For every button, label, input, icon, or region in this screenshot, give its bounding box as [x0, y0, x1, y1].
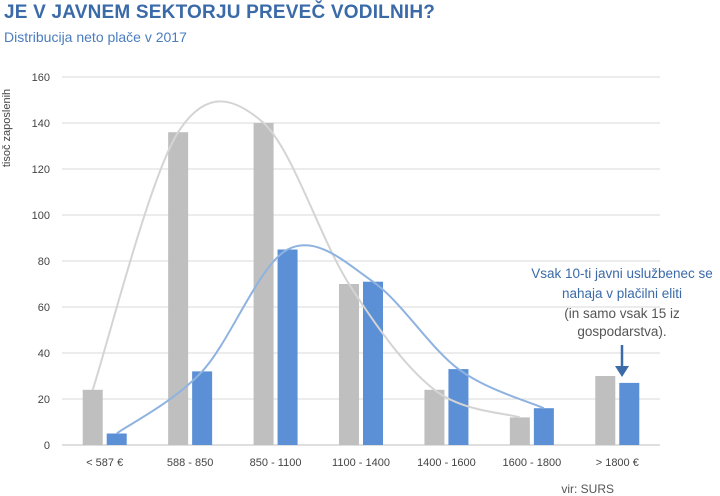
axis-ticks: 0 20 40 60 80 100 120 140 160 < 587 € 588 - 850 850…: [32, 72, 639, 469]
y-tick-label: 160: [32, 72, 50, 84]
trend-curves: [91, 100, 545, 435]
y-tick-label: 120: [32, 164, 50, 176]
bar-grey: [168, 132, 189, 445]
bar-blue: [533, 408, 554, 445]
x-tick-label: 1600 - 1800: [502, 457, 561, 469]
bars: [82, 123, 640, 445]
bar-blue: [106, 433, 127, 445]
bar-grey: [253, 123, 274, 445]
bar-blue: [277, 249, 298, 445]
annotation-line-4: gospodarstva).: [577, 324, 666, 339]
chart-subtitle: Distribucija neto plače v 2017: [4, 29, 187, 45]
y-tick-label: 60: [38, 302, 50, 314]
y-axis-label: tisoč zaposlenih: [1, 89, 13, 167]
bar-grey: [424, 389, 445, 445]
chart-title: JE V JAVNEM SEKTORJU PREVEČ VODILNIH?: [4, 2, 436, 23]
gridlines: [62, 76, 660, 446]
bar-grey: [339, 284, 359, 445]
y-tick-label: 80: [38, 256, 50, 268]
bar-grey: [82, 389, 103, 445]
source-note: vir: SURS: [561, 482, 614, 496]
bar-grey: [509, 417, 530, 445]
x-tick-label: 588 - 850: [167, 457, 213, 469]
bar-blue: [619, 382, 640, 445]
bar-grey: [595, 376, 616, 445]
grey-trend-curve: [91, 100, 521, 419]
x-tick-label: 1100 - 1400: [332, 457, 390, 469]
bar-blue: [192, 371, 213, 445]
y-tick-label: 40: [38, 348, 50, 360]
annotation-line-2: nahaja v plačilni eliti: [562, 286, 682, 301]
blue-trend-curve: [116, 244, 545, 435]
y-tick-label: 0: [44, 440, 50, 452]
y-tick-label: 140: [32, 118, 50, 130]
x-tick-label: 850 - 1100: [250, 457, 302, 469]
x-tick-label: > 1800 €: [596, 457, 639, 469]
x-tick-label: < 587 €: [86, 457, 123, 469]
bar-blue: [363, 281, 383, 445]
y-tick-label: 20: [38, 394, 50, 406]
y-tick-label: 100: [32, 210, 50, 222]
x-tick-label: 1400 - 1600: [417, 457, 476, 469]
bar-blue: [448, 369, 469, 445]
annotation-arrow-icon: [615, 345, 629, 377]
annotation-line-3: (in samo vsak 15 iz: [564, 306, 680, 321]
annotation-line-1: Vsak 10-ti javni uslužbenec se: [531, 266, 713, 281]
